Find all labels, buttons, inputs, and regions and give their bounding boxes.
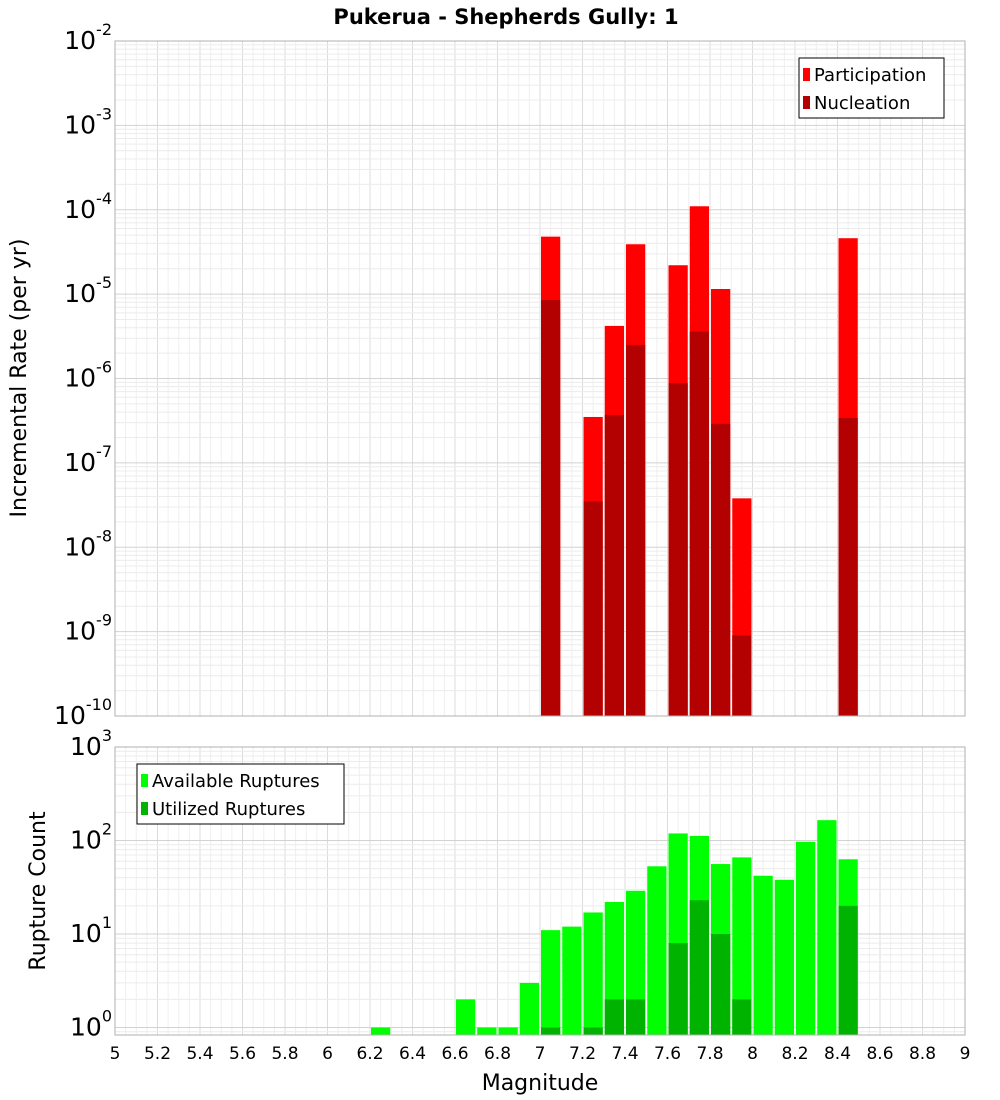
rate-bar-nucleation [668, 383, 688, 716]
count-y-axis-title: Rupture Count [26, 811, 51, 971]
count-bar-available-ruptures [583, 912, 603, 1035]
x-ticks: 5 5.2 5.4 5.6 5.8 6 6.2 6.4 6.6 6.8 7 7.2 7.4 7.6 7.8 8… [110, 1044, 971, 1064]
x-tick-label: 7.2 [569, 1044, 596, 1064]
rate-bar-nucleation [838, 418, 858, 716]
x-tick-label: 5 [110, 1044, 121, 1064]
count-bar-available-ruptures [796, 841, 816, 1035]
count-bar-utilized-ruptures [541, 1027, 561, 1035]
count-bar-utilized-ruptures [604, 999, 624, 1035]
rate-legend-swatch [803, 96, 810, 109]
count-bar-available-ruptures [753, 875, 773, 1035]
count-gridlines [114, 747, 966, 1035]
rate-legend-label: Nucleation [814, 93, 910, 114]
rate-y-tick-label: 10-2 [64, 20, 112, 55]
x-tick-label: 5.2 [144, 1044, 171, 1064]
count-y-tick-label: 102 [70, 820, 112, 855]
x-tick-label: 9 [960, 1044, 971, 1064]
rate-y-tick-label: 10-6 [64, 358, 112, 393]
count-bar-utilized-ruptures [626, 999, 646, 1035]
x-tick-label: 8.8 [909, 1044, 936, 1064]
rate-panel: 10-2 10-3 10-4 10-5 10-6 10-7 10-8 10-9 10-10 In… [7, 20, 966, 730]
rate-legend: Participation Nucleation [798, 57, 945, 119]
x-tick-label: 7.4 [611, 1044, 638, 1064]
count-bar-available-ruptures [732, 857, 752, 1035]
count-bar-available-ruptures [541, 930, 561, 1035]
count-bar-utilized-ruptures [732, 999, 752, 1035]
rate-bar-nucleation [732, 635, 752, 716]
rate-legend-box [798, 57, 945, 119]
rate-bar-nucleation [626, 344, 646, 716]
rate-y-tick-label: 10-3 [64, 104, 112, 139]
rate-plot-frame [114, 40, 966, 717]
x-tick-label: 5.4 [186, 1044, 213, 1064]
x-tick-label: 5.6 [229, 1044, 256, 1064]
count-bar-available-ruptures [477, 1027, 497, 1035]
x-tick-label: 5.8 [271, 1044, 298, 1064]
rate-y-ticks: 10-2 10-3 10-4 10-5 10-6 10-7 10-8 10-9 10-10 [54, 20, 112, 730]
count-legend: Available Ruptures Utilized Ruptures [136, 763, 345, 825]
count-y-tick-label: 101 [70, 913, 112, 948]
count-bar-available-ruptures [626, 890, 646, 1035]
count-bar-available-ruptures [456, 999, 476, 1035]
rate-bar-nucleation [711, 423, 731, 716]
rate-bars [541, 206, 858, 717]
count-y-tick-label: 100 [70, 1007, 112, 1042]
rate-y-axis-title: Incremental Rate (per yr) [7, 239, 32, 518]
rate-bar-nucleation [541, 300, 561, 716]
count-bar-utilized-ruptures [668, 943, 688, 1035]
count-bar-available-ruptures [498, 1027, 518, 1035]
count-bar-available-ruptures [519, 982, 539, 1035]
count-legend-box [136, 763, 345, 825]
count-bar-utilized-ruptures [838, 905, 858, 1035]
rate-y-tick-label: 10-5 [64, 273, 112, 308]
chart-title: Pukerua - Shepherds Gully: 1 [333, 5, 678, 29]
x-tick-label: 7.8 [696, 1044, 723, 1064]
x-tick-label: 8.2 [781, 1044, 808, 1064]
rate-y-tick-label: 10-7 [64, 442, 112, 477]
count-legend-swatch [141, 774, 148, 787]
count-y-ticks: 103 102 101 100 [70, 726, 112, 1042]
count-bar-utilized-ruptures [583, 1027, 603, 1035]
x-tick-label: 8.4 [824, 1044, 851, 1064]
rate-gridlines [114, 41, 966, 717]
count-bar-available-ruptures [562, 926, 582, 1035]
x-tick-label: 7.6 [654, 1044, 681, 1064]
rate-y-tick-label: 10-8 [64, 526, 112, 561]
count-bar-utilized-ruptures [689, 900, 709, 1035]
rate-bar-nucleation [604, 414, 624, 716]
count-y-tick-label: 103 [70, 726, 112, 761]
x-tick-label: 7 [535, 1044, 546, 1064]
count-bar-utilized-ruptures [711, 934, 731, 1035]
x-axis-title: Magnitude [482, 1071, 599, 1096]
count-legend-label: Available Ruptures [152, 771, 320, 792]
count-bar-available-ruptures [817, 820, 837, 1035]
rate-bar-nucleation [689, 331, 709, 716]
count-bar-available-ruptures [371, 1027, 391, 1035]
count-legend-label: Utilized Ruptures [152, 799, 305, 820]
x-tick-label: 6 [322, 1044, 333, 1064]
rate-y-tick-label: 10-9 [64, 611, 112, 646]
x-tick-label: 6.8 [484, 1044, 511, 1064]
x-tick-label: 6.6 [441, 1044, 468, 1064]
count-bar-available-ruptures [774, 879, 794, 1035]
count-panel: 103 102 101 100 Rupture Count Available Rup… [26, 726, 966, 1042]
count-plot-frame [114, 746, 966, 1036]
x-tick-label: 6.4 [399, 1044, 426, 1064]
rate-y-tick-label: 10-4 [64, 189, 112, 224]
count-bar-available-ruptures [647, 866, 667, 1035]
count-legend-swatch [141, 802, 148, 815]
x-tick-label: 6.2 [356, 1044, 383, 1064]
rate-legend-label: Participation [814, 65, 926, 86]
count-bars [371, 820, 858, 1035]
rate-y-tick-label: 10-10 [54, 695, 112, 730]
x-tick-label: 8.6 [866, 1044, 893, 1064]
rate-bar-nucleation [583, 501, 603, 716]
x-tick-label: 8 [747, 1044, 758, 1064]
rate-legend-swatch [803, 68, 810, 81]
